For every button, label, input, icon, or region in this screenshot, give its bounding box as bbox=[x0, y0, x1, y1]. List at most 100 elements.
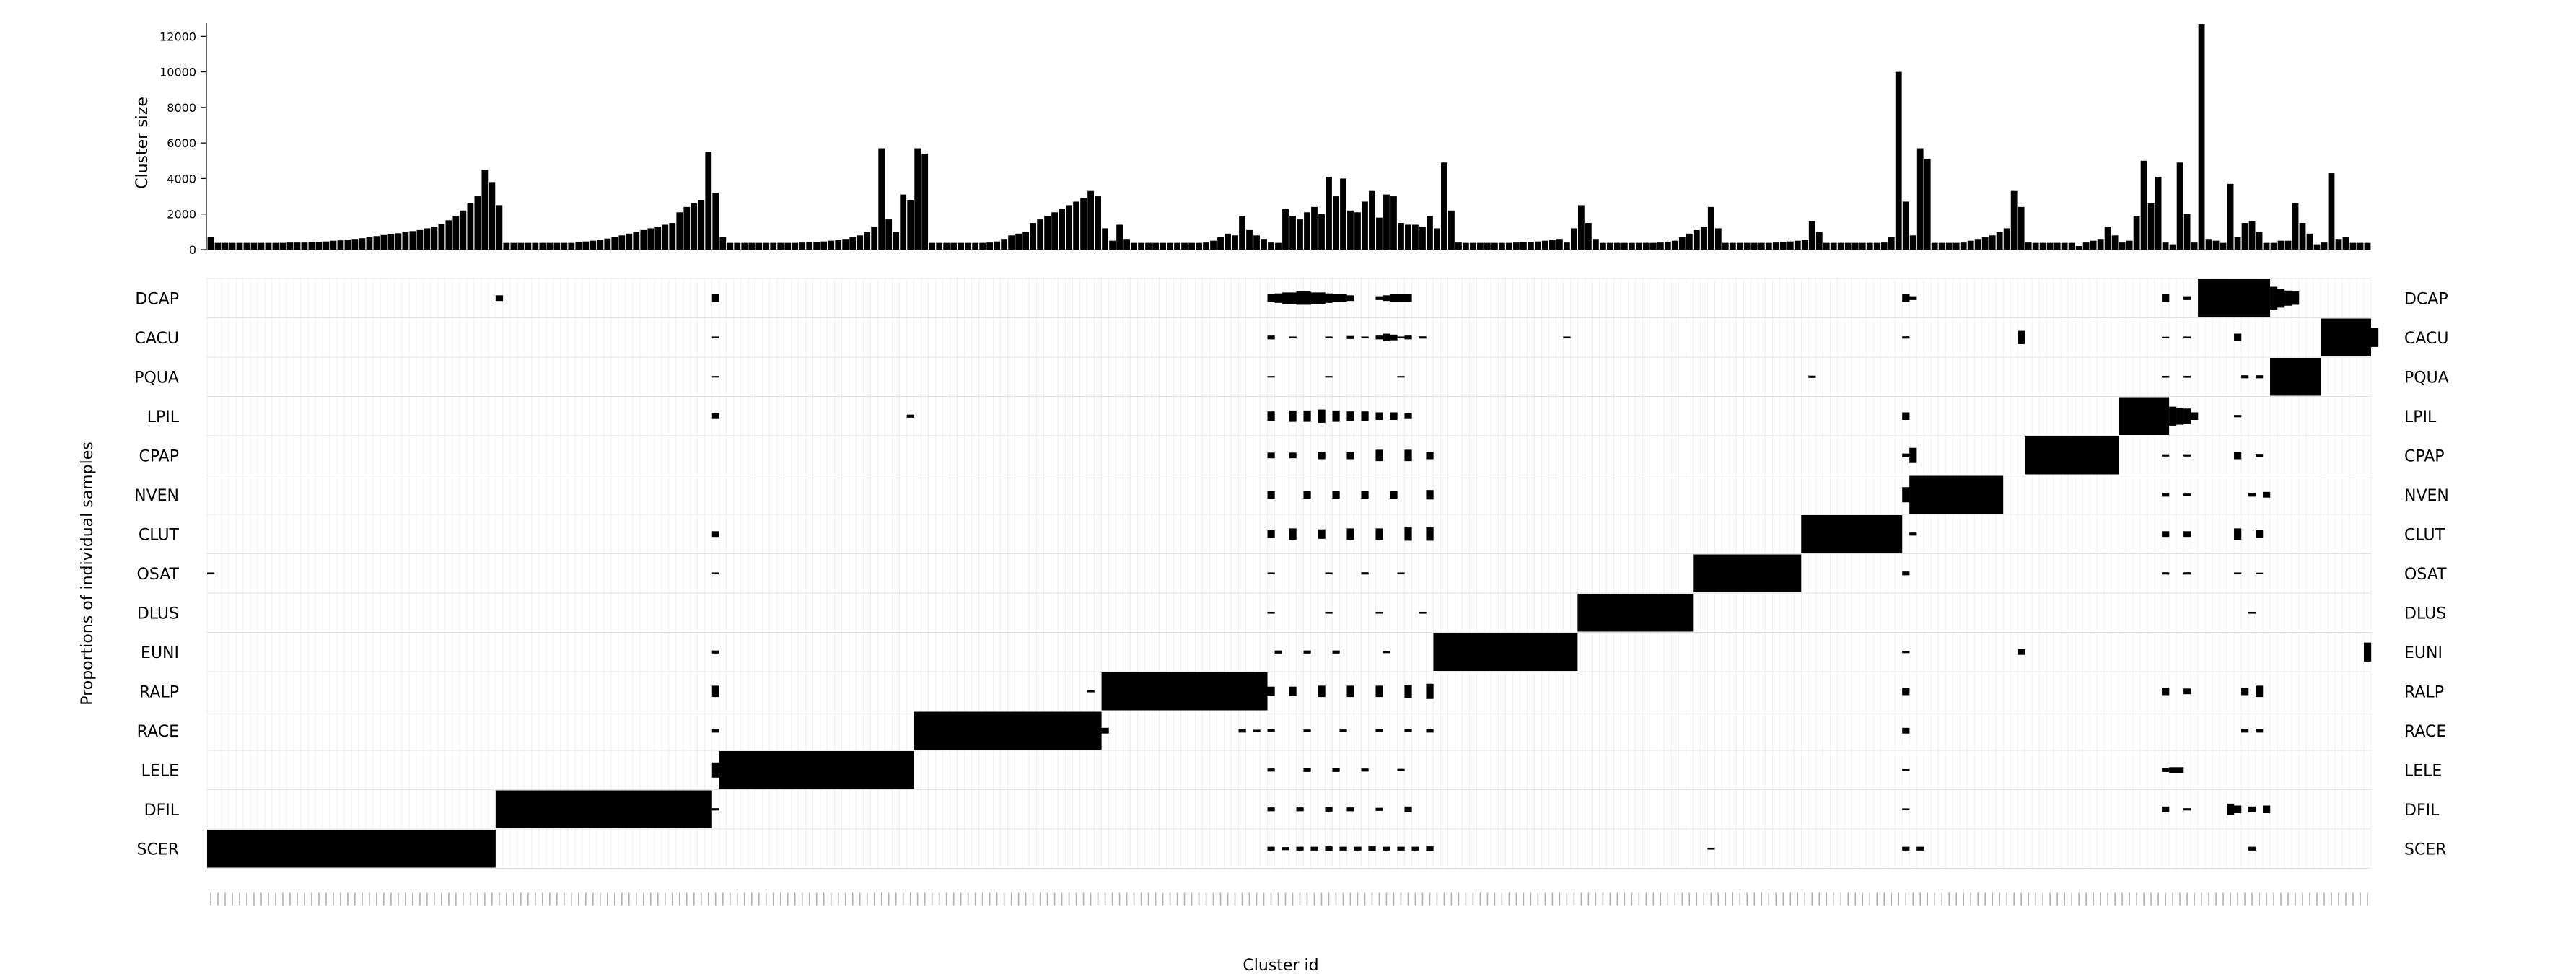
cluster-size-bar bbox=[1217, 237, 1224, 250]
proportion-mark-nven bbox=[1332, 491, 1340, 499]
proportion-mark-dcap bbox=[2284, 290, 2292, 306]
cluster-size-bar bbox=[2147, 203, 2155, 250]
cluster-size-bar bbox=[2104, 226, 2111, 250]
cluster-size-bar bbox=[1751, 242, 1758, 250]
cluster-size-bar bbox=[1289, 216, 1296, 250]
proportion-mark-ralp bbox=[1087, 690, 1095, 693]
cluster-size-bar bbox=[1196, 242, 1202, 250]
cluster-size-bar bbox=[301, 242, 308, 250]
proportion-mark-dcap bbox=[2292, 291, 2300, 305]
cluster-size-bar bbox=[712, 193, 719, 250]
cluster-size-bar bbox=[1318, 214, 1325, 250]
bar-y-tick-label: 8000 bbox=[167, 101, 196, 115]
proportion-mark-lele bbox=[1267, 768, 1275, 772]
cluster-size-bar bbox=[1909, 235, 1916, 250]
proportion-heatmap: DCAP DCAP CACU CACU PQUA PQUA LPIL LPIL CPAP CPAP… bbox=[134, 278, 2449, 906]
cluster-size-bar bbox=[258, 242, 265, 250]
cluster-size-bar bbox=[770, 242, 777, 250]
cluster-size-bar bbox=[1015, 233, 1022, 250]
proportion-mark-osat bbox=[1325, 572, 1333, 575]
cluster-size-bar bbox=[1390, 196, 1397, 250]
cluster-size-bar bbox=[1491, 242, 1498, 250]
proportion-mark-race bbox=[1267, 729, 1275, 732]
cluster-size-bar bbox=[1657, 242, 1664, 250]
cluster-size-bar bbox=[510, 242, 517, 250]
proportion-mark-dcap bbox=[1909, 296, 1917, 300]
cluster-size-bar bbox=[1188, 242, 1195, 250]
cluster-size-bar bbox=[1714, 228, 1722, 250]
proportion-mark-ralp bbox=[1426, 683, 1434, 699]
cluster-size-bar bbox=[1520, 242, 1527, 250]
proportion-mark-race bbox=[1253, 729, 1261, 732]
proportion-mark-nven bbox=[1267, 491, 1275, 499]
cluster-size-bar bbox=[496, 205, 503, 250]
heatmap-y-axis-label: Proportions of individual samples bbox=[79, 442, 97, 705]
cluster-size-bar bbox=[835, 240, 842, 250]
proportion-mark-clut bbox=[1909, 532, 1917, 536]
cluster-size-bar bbox=[1823, 242, 1830, 250]
cluster-size-bar bbox=[1037, 219, 1044, 250]
cluster-size-bar bbox=[1181, 242, 1188, 250]
cluster-size-bar bbox=[1534, 241, 1541, 250]
cluster-size-bar bbox=[1470, 242, 1476, 250]
cluster-size-bar bbox=[1203, 242, 1209, 250]
proportion-mark-cacu bbox=[1902, 336, 1910, 339]
cluster-size-bar bbox=[2090, 240, 2097, 250]
cluster-size-bar bbox=[618, 235, 626, 250]
cluster-size-bar bbox=[1707, 206, 1714, 250]
cluster-size-bar bbox=[755, 242, 763, 250]
proportion-mark-ralp bbox=[1375, 685, 1383, 698]
cluster-size-bar bbox=[1513, 242, 1520, 250]
proportion-mark-race bbox=[1303, 729, 1311, 732]
cluster-size-bar bbox=[1808, 221, 1815, 250]
cluster-size-bar bbox=[1650, 242, 1657, 250]
cluster-size-bar bbox=[1138, 242, 1144, 250]
cluster-size-bar bbox=[1635, 242, 1642, 250]
proportion-mark-clut bbox=[1404, 527, 1412, 541]
proportion-mark-scer bbox=[1916, 846, 1924, 851]
proportion-mark-lpil bbox=[1303, 410, 1311, 422]
cluster-size-bar bbox=[1030, 223, 1037, 250]
block-dfil bbox=[495, 790, 712, 828]
cluster-size-bar bbox=[965, 242, 972, 250]
block-lele bbox=[719, 751, 914, 789]
cluster-size-bar bbox=[1938, 242, 1945, 250]
cluster-size-bar bbox=[308, 242, 315, 250]
cluster-size-bar bbox=[813, 242, 820, 250]
cluster-size-bar bbox=[748, 242, 755, 250]
cluster-size-bar bbox=[1765, 242, 1772, 250]
cluster-size-bar bbox=[1001, 239, 1008, 250]
cluster-size-bar bbox=[741, 242, 748, 250]
proportion-mark-lele bbox=[711, 762, 719, 778]
proportion-mark-cpap bbox=[1426, 452, 1434, 460]
cluster-size-bar bbox=[590, 240, 597, 250]
proportion-mark-cacu bbox=[1404, 335, 1412, 340]
cluster-size-bar bbox=[279, 242, 286, 250]
proportion-mark-race bbox=[2256, 729, 2264, 733]
cluster-size-bar bbox=[1873, 242, 1880, 250]
proportion-mark-ralp bbox=[1267, 686, 1275, 696]
cluster-size-bar bbox=[611, 237, 618, 250]
cluster-size-bar bbox=[1059, 209, 1066, 250]
proportion-mark-dfil bbox=[2183, 808, 2191, 811]
cluster-size-bar bbox=[691, 203, 698, 250]
row-label-left: LPIL bbox=[147, 408, 180, 426]
cluster-size-bar bbox=[2191, 242, 2198, 250]
cluster-size-bar bbox=[1967, 240, 1974, 250]
cluster-size-bar bbox=[1333, 196, 1339, 250]
cluster-size-bar bbox=[1145, 242, 1152, 250]
cluster-size-bar bbox=[1268, 242, 1274, 250]
cluster-size-bar bbox=[236, 242, 243, 250]
cluster-size-bar bbox=[351, 239, 359, 250]
bar-y-axis-label: Cluster size bbox=[133, 97, 152, 189]
proportion-mark-dlus bbox=[1419, 611, 1427, 614]
cluster-size-bar bbox=[1700, 226, 1707, 250]
cluster-size-bar bbox=[1852, 242, 1859, 250]
cluster-size-bar bbox=[1095, 196, 1101, 250]
cluster-size-bar bbox=[2234, 237, 2241, 250]
cluster-size-bar bbox=[1405, 224, 1411, 250]
proportion-mark-osat bbox=[2183, 572, 2191, 575]
cluster-size-bar bbox=[2183, 214, 2191, 250]
cluster-size-bar bbox=[366, 237, 373, 250]
cluster-size-bar bbox=[936, 242, 943, 250]
